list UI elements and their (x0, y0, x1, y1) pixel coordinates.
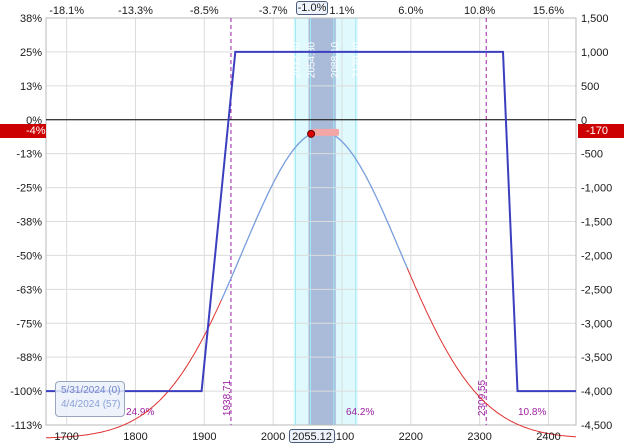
right-tick-2: 500 (581, 81, 599, 93)
right-tick-3: 0 (581, 115, 587, 127)
current-price-label: 2055.12 (289, 429, 335, 443)
legend-today-date: 4/4/2024 (57) (61, 399, 121, 410)
x-tick-6: 2300 (467, 431, 491, 443)
left-tick-6: -38% (16, 217, 42, 229)
strike-label-2: 2088.10 (330, 41, 341, 78)
right-tick-11: -4,000 (581, 386, 612, 398)
top-tick-2: -8.5% (190, 5, 219, 17)
right-tick-12: -4,500 (581, 420, 612, 432)
x-tick-5: 2200 (399, 431, 423, 443)
top-tick-6: 10.8% (464, 5, 495, 17)
left-tick-8: -63% (16, 284, 42, 296)
breakeven-label-1: 2309.55 (477, 379, 488, 416)
left-tick-12: -113% (11, 420, 42, 432)
legend-expiration-date: 5/31/2024 (0) (61, 385, 121, 396)
top-tick-1: -13.3% (118, 5, 153, 17)
date-legend[interactable]: 5/31/2024 (0) 4/4/2024 (57) (55, 381, 125, 417)
top-axis-current-pct: -1.0% (296, 1, 328, 15)
left-tick-9: -75% (16, 318, 42, 330)
right-tick-4: -500 (581, 149, 603, 161)
right-tick-7: -2,000 (581, 250, 612, 262)
right-tick-10: -3,500 (581, 352, 612, 364)
strike-label-1: 2054.30 (307, 41, 318, 78)
x-tick-7: 2400 (536, 431, 560, 443)
top-tick-7: 15.6% (533, 5, 564, 17)
right-tick-5: -1,000 (581, 183, 612, 195)
right-tick-9: -3,000 (581, 318, 612, 330)
left-tick-7: -50% (16, 250, 42, 262)
right-tick-8: -2,500 (581, 284, 612, 296)
x-tick-0: 1700 (54, 431, 78, 443)
price-move-band (311, 128, 340, 136)
current-pnl-dollar-badge: -170 (578, 124, 624, 138)
left-tick-2: 13% (20, 81, 42, 93)
right-tick-1: 1,000 (581, 47, 609, 59)
x-tick-2: 1900 (192, 431, 216, 443)
top-tick-4: 1.1% (329, 5, 354, 17)
left-tick-0: 38% (20, 13, 42, 25)
left-tick-3: 0% (26, 115, 42, 127)
price-dot (307, 129, 316, 138)
strike-lines: 2032.40 2054.30 2088.10 2120.00 (291, 18, 363, 425)
profit-probability: 64.2% (346, 407, 374, 418)
left-tick-4: -13% (16, 149, 42, 161)
strike-label-3: 2120.00 (352, 41, 363, 78)
x-tick-1: 1800 (123, 431, 147, 443)
top-tick-3: -3.7% (259, 5, 288, 17)
breakeven-lines: 1938.71 2309.55 24.9% 10.8% 64.2% (126, 18, 546, 425)
strike-label-0: 2032.40 (291, 41, 302, 78)
expiration-pnl-curve (46, 50, 576, 393)
current-pnl-pct-badge: -4% (0, 124, 46, 138)
breakeven-prob-1: 10.8% (518, 407, 546, 418)
breakeven-label-0: 1938.71 (222, 379, 233, 416)
left-tick-11: -100% (10, 386, 42, 398)
right-tick-0: 1,500 (581, 13, 609, 25)
breakeven-prob-0: 24.9% (126, 407, 154, 418)
axis-ticks: 1700 1800 1900 2000 2100 2200 2300 2400 -18.1% -1… (10, 5, 612, 443)
top-tick-0: -18.1% (49, 5, 84, 17)
left-tick-5: -25% (16, 183, 42, 195)
top-tick-5: 6.0% (398, 5, 423, 17)
x-tick-4: 2100 (330, 431, 354, 443)
right-tick-6: -1,500 (581, 217, 612, 229)
left-tick-1: 25% (20, 47, 42, 59)
x-tick-3: 2000 (261, 431, 285, 443)
left-tick-10: -88% (16, 352, 42, 364)
current-price-marker (307, 128, 340, 138)
